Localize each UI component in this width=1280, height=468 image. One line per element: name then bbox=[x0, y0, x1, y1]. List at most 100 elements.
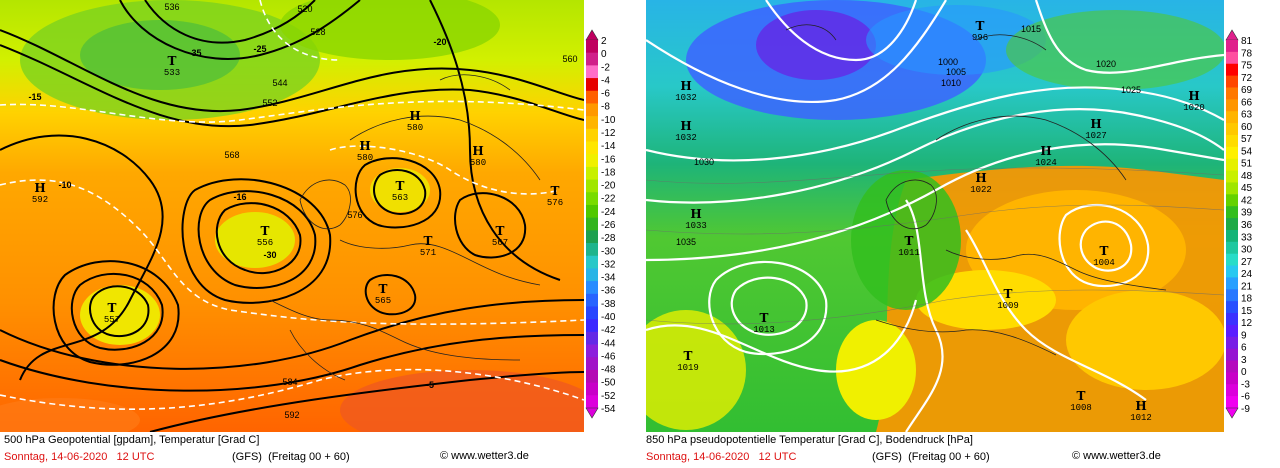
theta-e-colorbar: 8178757269666360575451484542393633302724… bbox=[1225, 29, 1253, 419]
low-pressure-marker: T bbox=[1004, 287, 1013, 301]
center-value-label: 1024 bbox=[1035, 158, 1057, 168]
left-model-run: (GFS) (Freitag 00 + 60) bbox=[232, 451, 350, 463]
colorbar-swatch bbox=[586, 395, 598, 409]
colorbar-top-arrow bbox=[1225, 29, 1239, 41]
center-value-label: 1032 bbox=[675, 93, 697, 103]
isobar-value-label: 1010 bbox=[941, 78, 961, 88]
colorbar-tick-label: 51 bbox=[1241, 159, 1253, 170]
center-value-label: 563 bbox=[392, 193, 408, 203]
colorbar-tick-label: -14 bbox=[601, 141, 616, 152]
isotherm-value-label: -16 bbox=[233, 192, 246, 202]
high-pressure-marker: H bbox=[1090, 117, 1101, 131]
colorbar-tick-label: -18 bbox=[601, 167, 616, 178]
colorbar-swatch bbox=[1226, 301, 1238, 314]
colorbar-swatch bbox=[586, 217, 598, 231]
high-pressure-marker: H bbox=[359, 139, 370, 153]
colorbar-tick-label: 36 bbox=[1241, 220, 1253, 231]
low-pressure-marker: T bbox=[396, 179, 405, 193]
isobar-value-label: 1025 bbox=[1121, 85, 1141, 95]
colorbar-swatch bbox=[586, 382, 598, 396]
colorbar-tick-label: 69 bbox=[1241, 85, 1253, 96]
colorbar-tick-label: -4 bbox=[601, 75, 610, 86]
colorbar-swatch bbox=[586, 192, 598, 206]
center-value-label: 1019 bbox=[677, 363, 699, 373]
left-run: (Freitag 00 + 60) bbox=[268, 451, 350, 463]
colorbar-swatch bbox=[1226, 111, 1238, 124]
colorbar-tick-label: -48 bbox=[601, 365, 616, 376]
isobar-value-label: 1005 bbox=[946, 67, 966, 77]
colorbar-swatch bbox=[586, 319, 598, 333]
center-value-label: 592 bbox=[32, 195, 48, 205]
isotherm-value-label: -25 bbox=[253, 44, 266, 54]
center-value-label: 1012 bbox=[1130, 413, 1152, 423]
high-pressure-marker: H bbox=[690, 207, 701, 221]
isotherm-value-label: -10 bbox=[58, 180, 71, 190]
colorbar-tick-label: 0 bbox=[601, 49, 607, 60]
left-model: (GFS) bbox=[232, 451, 262, 463]
isobar-value-label: 1030 bbox=[694, 157, 714, 167]
center-value-label: 1020 bbox=[1183, 103, 1205, 113]
colorbar-tick-label: -3 bbox=[1241, 379, 1250, 390]
colorbar-swatch bbox=[586, 116, 598, 130]
colorbar-tick-label: -54 bbox=[601, 404, 616, 415]
colorbar-swatch bbox=[586, 90, 598, 104]
colorbar-swatch bbox=[1226, 360, 1238, 373]
colorbar-tick-label: 27 bbox=[1241, 257, 1253, 268]
colorbar-swatch bbox=[1226, 99, 1238, 112]
colorbar-swatch bbox=[586, 230, 598, 244]
colorbar-swatch bbox=[586, 154, 598, 168]
colorbar-swatch bbox=[1226, 123, 1238, 136]
center-value-label: 1009 bbox=[997, 301, 1019, 311]
left-time: 12 UTC bbox=[116, 451, 155, 463]
colorbar-swatch bbox=[1226, 372, 1238, 385]
low-pressure-marker: T bbox=[976, 19, 985, 33]
left-map-panel: H 592 H 580 H 580 H 580 T 533 T 556 T 557 T 563 T 565 T 567… bbox=[0, 0, 616, 463]
colorbar-tick-label: 54 bbox=[1241, 146, 1253, 157]
contour-value-label: 568 bbox=[224, 150, 239, 160]
low-pressure-marker: T bbox=[108, 301, 117, 315]
center-value-label: 565 bbox=[375, 296, 391, 306]
colorbar-swatch bbox=[586, 306, 598, 320]
colorbar-tick-label: -52 bbox=[601, 391, 616, 402]
right-model: (GFS) bbox=[872, 451, 902, 463]
colorbar-swatch bbox=[586, 141, 598, 155]
colorbar-swatch bbox=[1226, 313, 1238, 326]
colorbar-tick-label: -22 bbox=[601, 194, 616, 205]
colorbar-swatch bbox=[586, 344, 598, 358]
colorbar-tick-label: 9 bbox=[1241, 330, 1247, 341]
right-map-panel: H 1032 H 1032 H 1033 H 1027 H 1024 H 1022 H 1020 H 1012… bbox=[640, 0, 1280, 468]
colorbar-tick-label: 33 bbox=[1241, 232, 1253, 243]
colorbar-tick-label: 66 bbox=[1241, 97, 1253, 108]
contour-value-label: 552 bbox=[262, 98, 277, 108]
colorbar-tick-label: 12 bbox=[1241, 318, 1253, 329]
colorbar-swatch bbox=[586, 78, 598, 92]
low-pressure-marker: T bbox=[1100, 244, 1109, 258]
colorbar-tick-label: -46 bbox=[601, 351, 616, 362]
colorbar-tick-label: 0 bbox=[1241, 367, 1247, 378]
isotherm-value-label: -5 bbox=[426, 380, 434, 390]
center-value-label: 567 bbox=[492, 238, 508, 248]
low-pressure-marker: T bbox=[1077, 389, 1086, 403]
contour-value-label: 584 bbox=[282, 377, 297, 387]
colorbar-tick-label: 18 bbox=[1241, 294, 1253, 305]
low-pressure-marker: T bbox=[379, 282, 388, 296]
high-pressure-marker: H bbox=[34, 181, 45, 195]
colorbar-tick-label: 72 bbox=[1241, 73, 1253, 84]
temperature-colorbar: 2 0 -2 -4 -6 -8 -10 -12 -14 -16 -18 -20 -22 -24 -26 -28… bbox=[585, 29, 616, 419]
high-pressure-marker: H bbox=[1135, 399, 1146, 413]
contour-value-label: 592 bbox=[284, 410, 299, 420]
left-copyright: © www.wetter3.de bbox=[440, 450, 529, 462]
high-pressure-marker: H bbox=[975, 171, 986, 185]
isobar-value-label: 1020 bbox=[1096, 59, 1116, 69]
colorbar-swatch bbox=[1226, 265, 1238, 278]
colorbar-tick-label: -32 bbox=[601, 259, 616, 270]
center-value-label: 580 bbox=[357, 153, 373, 163]
colorbar-swatch bbox=[586, 369, 598, 384]
colorbar-swatch bbox=[586, 204, 598, 219]
colorbar-tick-label: -6 bbox=[1241, 392, 1250, 403]
colorbar-swatch bbox=[586, 268, 598, 282]
colorbar-tick-label: -38 bbox=[601, 299, 616, 310]
center-value-label: 1008 bbox=[1070, 403, 1092, 413]
colorbar-swatch bbox=[586, 128, 598, 143]
colorbar-tick-label: 3 bbox=[1241, 355, 1247, 366]
